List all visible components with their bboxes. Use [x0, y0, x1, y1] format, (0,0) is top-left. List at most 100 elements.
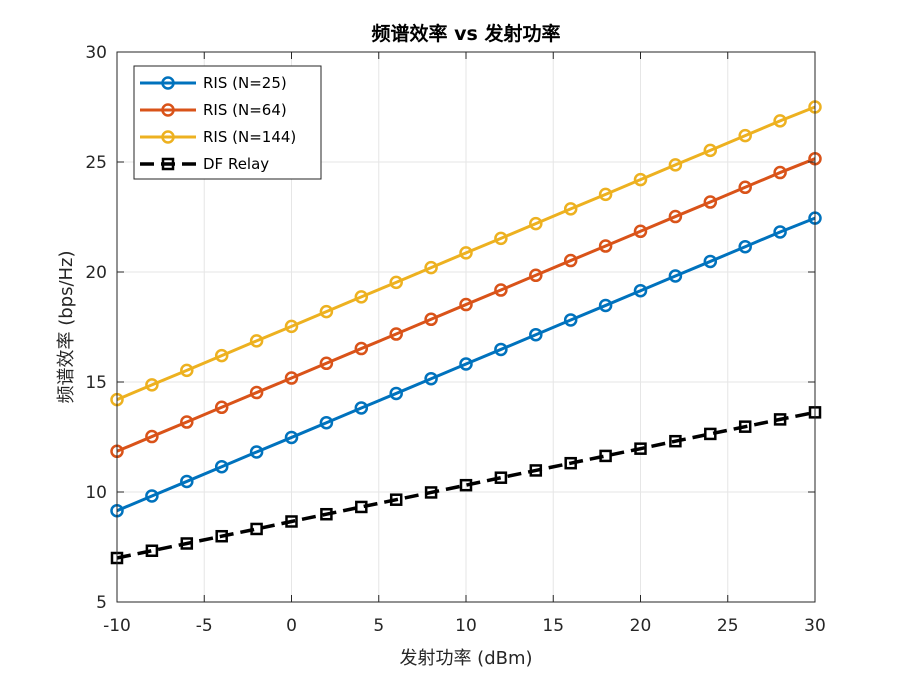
legend-label-ris-n-64: RIS (N=64)	[203, 101, 287, 119]
data-point-ris-n-64	[354, 341, 369, 356]
data-point-ris-n-64	[459, 297, 473, 312]
data-point-df-relay	[669, 434, 682, 448]
data-point-ris-n-25	[214, 459, 229, 474]
data-point-ris-n-25	[180, 474, 194, 489]
data-point-ris-n-64	[633, 224, 648, 239]
data-point-ris-n-144	[145, 378, 159, 392]
data-point-ris-n-64	[773, 165, 787, 180]
legend-marker-df-relay	[161, 157, 175, 171]
series-ris-n-64	[110, 151, 822, 459]
data-point-ris-n-144	[633, 172, 648, 187]
series-line-ris-n-64	[116, 157, 816, 453]
data-point-df-relay	[494, 471, 508, 484]
data-point-ris-n-64	[214, 400, 229, 415]
data-point-ris-n-144	[598, 187, 613, 202]
data-point-ris-n-25	[389, 386, 403, 401]
data-point-ris-n-144	[214, 348, 229, 363]
data-point-ris-n-25	[354, 401, 369, 415]
data-point-ris-n-144	[180, 363, 194, 378]
data-point-ris-n-25	[145, 489, 159, 503]
data-point-ris-n-144	[529, 216, 543, 231]
data-point-ris-n-25	[494, 342, 508, 357]
legend-marker-ris-n-64	[161, 103, 175, 117]
data-point-df-relay	[424, 486, 438, 499]
data-point-ris-n-25	[633, 283, 648, 298]
data-point-ris-n-64	[529, 268, 543, 283]
data-point-ris-n-144	[249, 334, 264, 348]
data-point-ris-n-144	[284, 319, 299, 334]
x-tick-label: 10	[455, 616, 477, 636]
data-point-df-relay	[250, 522, 263, 536]
series-df-relay	[110, 406, 822, 565]
y-tick-label: 5	[96, 593, 107, 613]
data-point-ris-n-144	[494, 231, 508, 246]
data-point-ris-n-25	[284, 430, 299, 445]
data-point-ris-n-25	[668, 269, 683, 283]
grid	[116, 51, 816, 603]
data-point-ris-n-64	[180, 415, 194, 429]
data-point-ris-n-64	[389, 327, 403, 341]
x-tick-label: 20	[630, 616, 652, 636]
legend: RIS (N=25) RIS (N=64) RIS (N=144) DF Relay	[133, 65, 322, 180]
data-point-ris-n-25	[459, 357, 473, 371]
x-tick-label: 5	[373, 616, 384, 636]
x-tick-label: 0	[286, 616, 297, 636]
y-tick-label: 25	[85, 153, 107, 173]
y-tick-label: 15	[85, 373, 107, 393]
x-tick-label: 15	[542, 616, 564, 636]
legend-label-ris-n-144: RIS (N=144)	[203, 128, 296, 146]
data-point-ris-n-25	[598, 298, 613, 313]
data-point-ris-n-64	[284, 371, 299, 385]
x-tick-label: -10	[103, 616, 131, 636]
data-point-df-relay	[599, 449, 612, 463]
y-tick-label: 10	[85, 483, 107, 503]
data-point-ris-n-64	[668, 209, 683, 224]
data-point-ris-n-64	[424, 312, 438, 327]
series-line-ris-n-144	[116, 105, 816, 401]
data-point-df-relay	[355, 500, 368, 514]
series-line-ris-n-25	[116, 216, 816, 513]
legend-marker-ris-n-25	[161, 76, 175, 90]
data-point-df-relay	[529, 464, 543, 477]
data-point-df-relay	[773, 413, 787, 426]
data-point-ris-n-64	[563, 253, 578, 268]
data-point-ris-n-144	[319, 304, 334, 319]
data-point-ris-n-64	[598, 239, 613, 253]
data-point-df-relay	[738, 420, 752, 433]
x-tick-label: 30	[804, 616, 826, 636]
data-point-ris-n-25	[703, 254, 718, 269]
data-point-ris-n-25	[563, 313, 578, 327]
legend-marker-ris-n-144	[161, 130, 175, 144]
data-point-ris-n-25	[249, 445, 264, 459]
legend-label-ris-n-25: RIS (N=25)	[203, 74, 287, 92]
data-point-ris-n-64	[319, 356, 334, 371]
data-point-ris-n-64	[145, 429, 159, 444]
data-point-ris-n-144	[389, 275, 403, 290]
data-point-ris-n-64	[703, 195, 718, 209]
data-point-ris-n-25	[773, 225, 787, 239]
data-point-ris-n-64	[738, 180, 752, 195]
data-point-ris-n-144	[563, 202, 578, 216]
y-tick-label: 30	[85, 43, 107, 63]
data-point-ris-n-25	[424, 371, 438, 386]
data-point-ris-n-64	[249, 385, 264, 400]
y-tick-label: 20	[85, 263, 107, 283]
data-point-df-relay	[564, 456, 577, 470]
data-point-ris-n-25	[319, 415, 334, 430]
data-point-df-relay	[145, 544, 159, 557]
data-point-ris-n-144	[354, 290, 369, 304]
x-axis-label: 发射功率 (dBm)	[399, 648, 532, 669]
data-point-ris-n-144	[668, 158, 683, 172]
data-point-df-relay	[389, 493, 403, 506]
data-point-ris-n-25	[529, 327, 543, 342]
data-point-ris-n-64	[494, 283, 508, 297]
data-point-df-relay	[704, 427, 717, 441]
data-point-ris-n-144	[459, 246, 473, 260]
data-point-ris-n-144	[773, 114, 787, 128]
data-point-ris-n-144	[424, 260, 438, 275]
data-point-df-relay	[180, 537, 194, 550]
data-point-ris-n-144	[738, 128, 752, 143]
axis-ticks: -10 -5 0 5 10 15 20 25 30 5 10 15 20 25 30	[85, 43, 825, 636]
x-tick-label: -5	[196, 616, 213, 636]
